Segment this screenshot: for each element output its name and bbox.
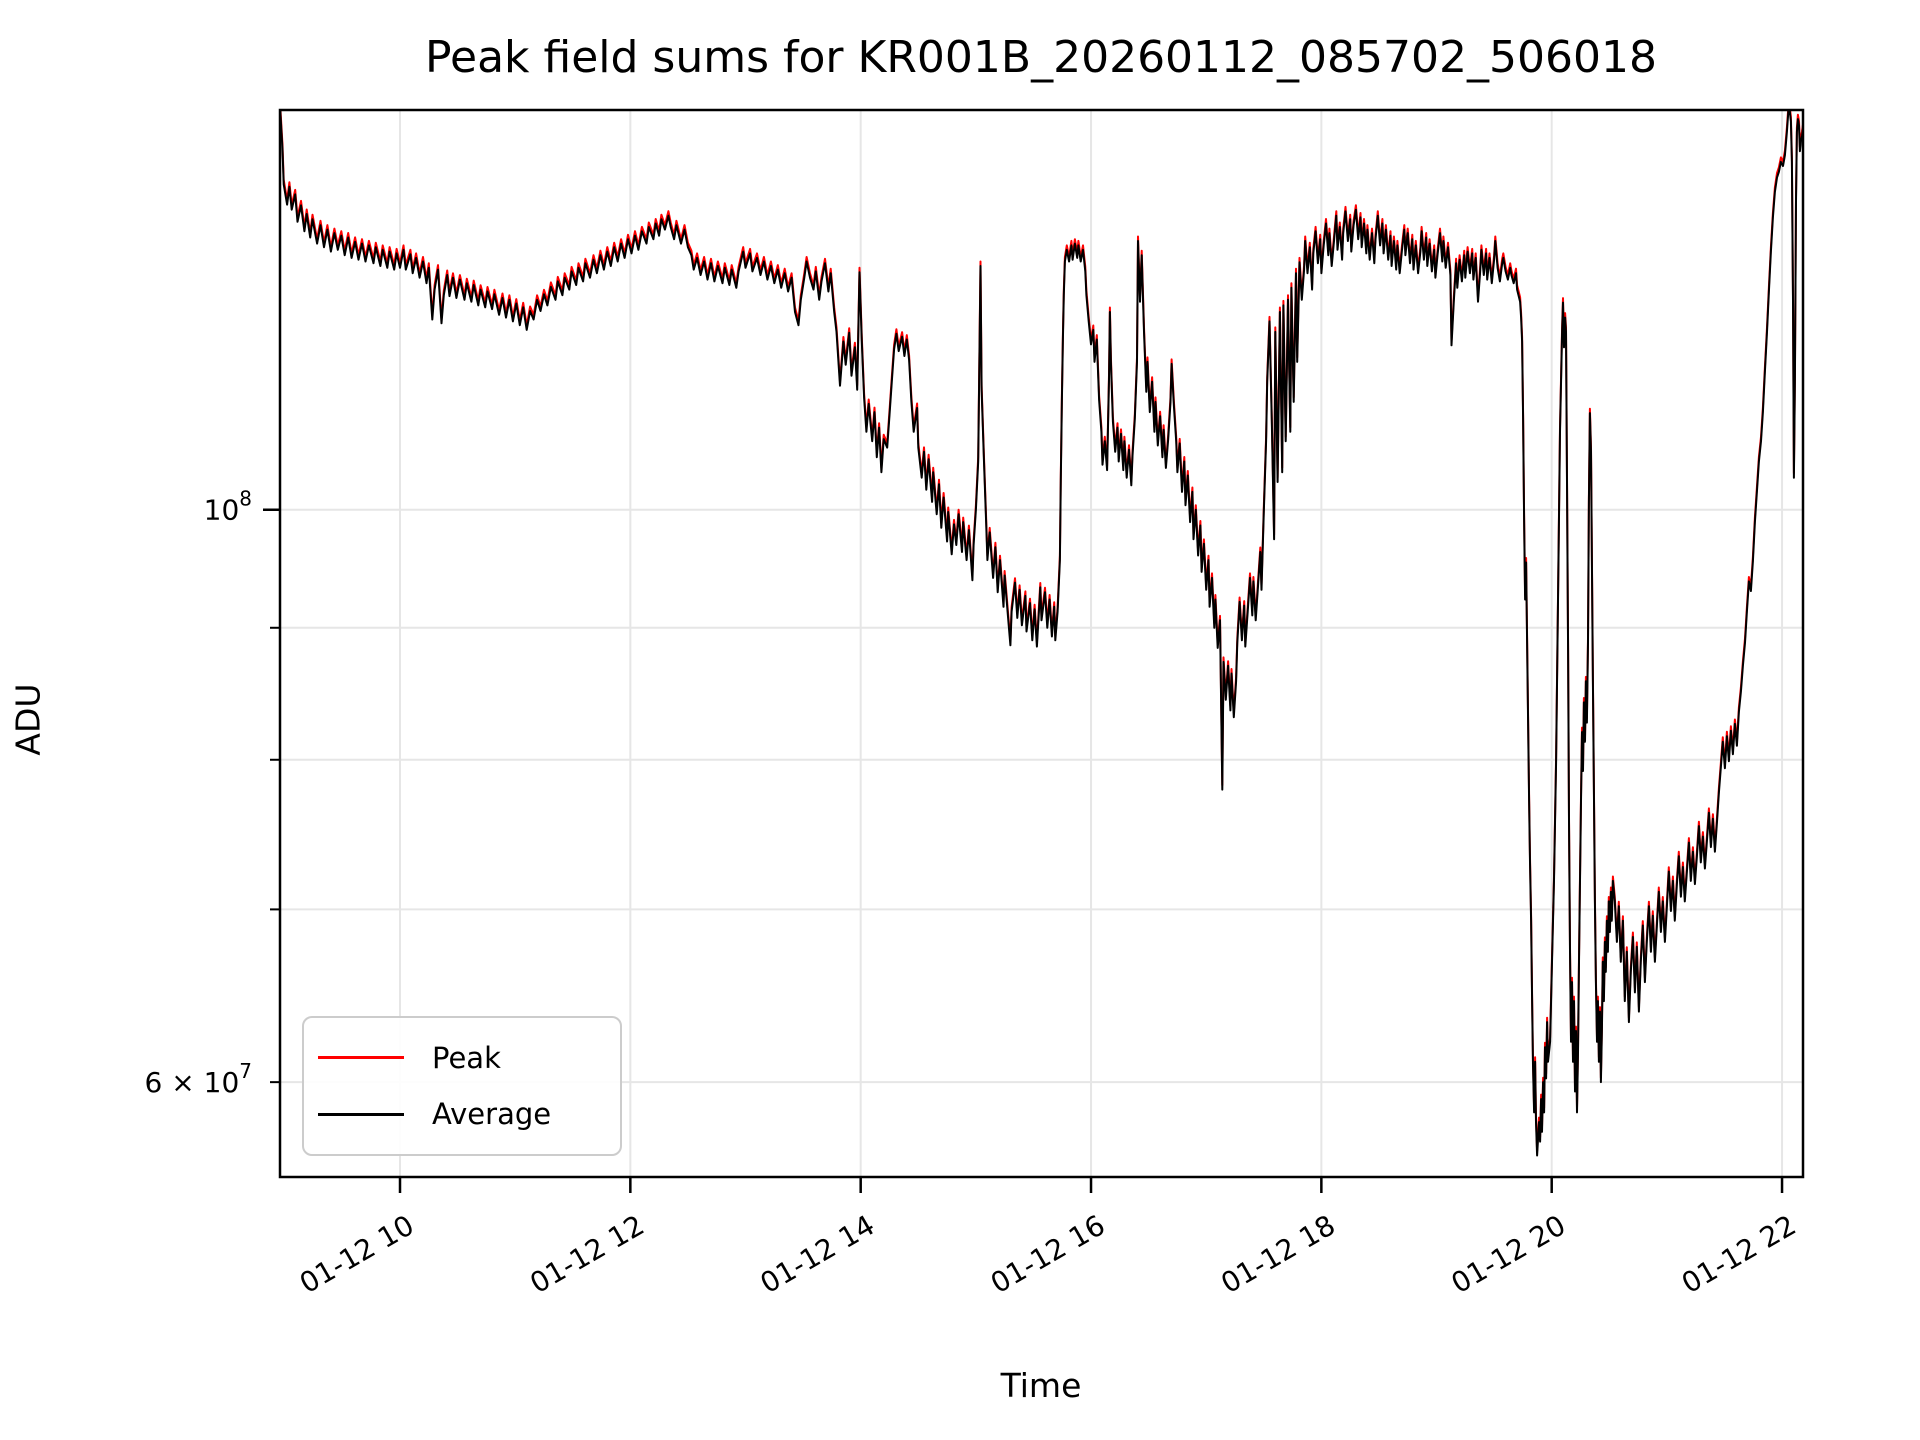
x-tick-label: 01-12 20 [1446,1208,1572,1300]
y-tick-label: 6 × 107 [145,1059,252,1099]
peak-line-sample [318,1056,404,1060]
average-line-sample [318,1112,404,1116]
x-tick-label: 01-12 14 [755,1208,881,1300]
chart-title: Peak field sums for KR001B_20260112_0857… [425,32,1657,83]
legend-label: Peak [432,1040,501,1075]
y-axis-label: ADU [8,683,48,756]
series-average [280,110,1803,1157]
legend-entry-average: Average [318,1097,620,1131]
x-tick-label: 01-12 22 [1676,1208,1802,1300]
x-tick-label: 01-12 18 [1215,1208,1341,1300]
legend-entry-peak: Peak [318,1041,620,1075]
x-tick-label: 01-12 12 [524,1208,650,1300]
legend: Peak Average [302,1016,622,1156]
y-tick-label: 108 [204,487,252,527]
plot-border [278,108,1805,1179]
series-peak [280,110,1803,1152]
legend-label: Average [432,1097,552,1132]
x-tick-label: 01-12 16 [985,1208,1111,1300]
x-tick-label: 01-12 10 [294,1208,420,1300]
x-axis-label: Time [1000,1366,1082,1405]
